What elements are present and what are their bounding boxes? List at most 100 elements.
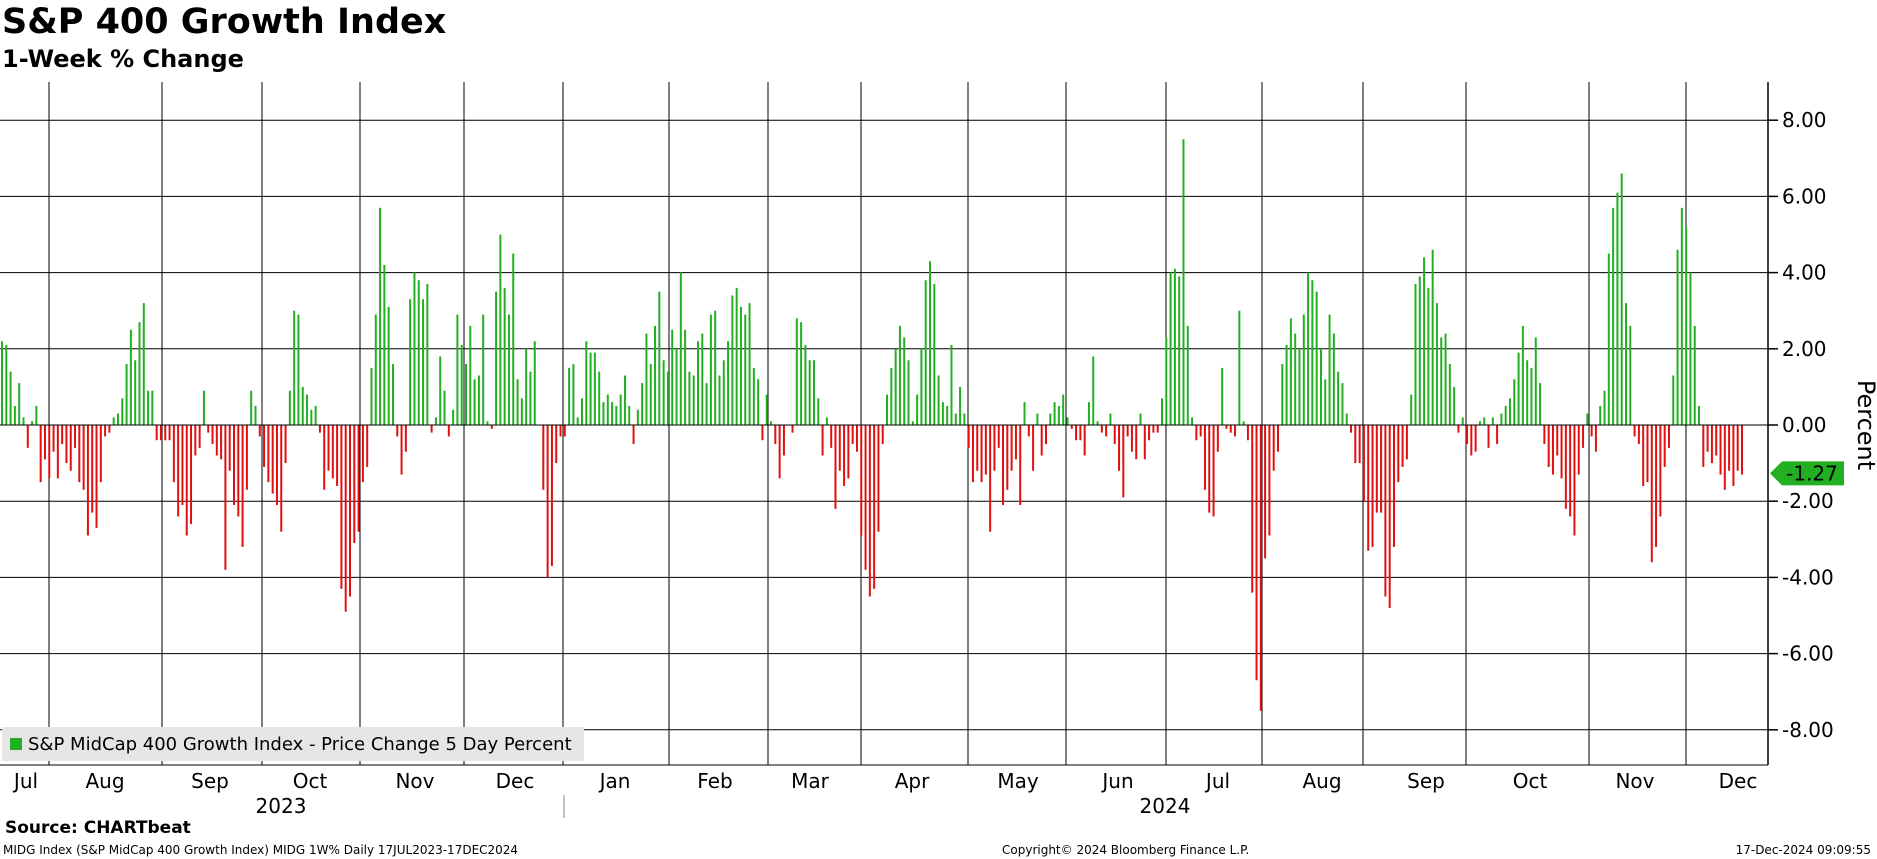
bar [215, 425, 218, 456]
bar [323, 425, 326, 490]
bar [91, 425, 94, 513]
bar [357, 425, 360, 532]
bar [1032, 425, 1035, 471]
bar [366, 425, 369, 467]
bar [1216, 425, 1219, 452]
bar [1478, 421, 1481, 425]
bar [1483, 417, 1486, 425]
bar [1319, 348, 1322, 425]
bar-series [1, 139, 1743, 711]
bar [13, 405, 16, 425]
bar [396, 425, 399, 437]
bar [1427, 287, 1430, 425]
bar [1650, 425, 1653, 563]
x-month-label: Sep [1407, 769, 1445, 793]
bar [1577, 425, 1580, 475]
bar [1706, 425, 1709, 452]
bar [1259, 425, 1262, 711]
bar [1698, 405, 1701, 425]
bar [1504, 405, 1507, 425]
bar [129, 329, 132, 425]
bar [293, 310, 296, 425]
bar [1332, 333, 1335, 425]
bar [1659, 425, 1662, 517]
bar [1272, 425, 1275, 471]
bar [159, 425, 162, 441]
bar [606, 394, 609, 425]
bar [1019, 425, 1022, 506]
bar [1564, 425, 1567, 509]
chart-subtitle: 1-Week % Change [2, 45, 244, 73]
bar [168, 425, 171, 441]
bar [1122, 425, 1125, 498]
bar [331, 425, 334, 479]
bar [937, 375, 940, 425]
bar [1728, 425, 1731, 471]
y-tick-label: -6.00 [1782, 642, 1834, 666]
bar [757, 379, 760, 425]
bar [1732, 425, 1735, 486]
bar [1027, 425, 1030, 437]
bar [99, 425, 102, 483]
bar [1371, 425, 1374, 547]
x-month-label: Jun [1100, 769, 1133, 793]
axes [0, 82, 1778, 818]
bar [1234, 425, 1237, 437]
bar [1607, 253, 1610, 425]
bar [1100, 425, 1103, 433]
bar [1672, 375, 1675, 425]
bar [1203, 425, 1206, 490]
bar [1586, 413, 1589, 425]
bar [1736, 425, 1739, 471]
bar [48, 425, 51, 479]
bar [1182, 139, 1185, 425]
bar [61, 425, 64, 445]
bar [1405, 425, 1408, 460]
bar [1367, 425, 1370, 551]
bar [1582, 425, 1585, 448]
bar [1221, 367, 1224, 425]
bar [929, 261, 931, 425]
bar [778, 425, 781, 479]
bar [1010, 425, 1013, 471]
bar [1289, 318, 1292, 425]
bar [495, 291, 498, 425]
bar [598, 371, 601, 425]
bar [1079, 425, 1082, 441]
bar [666, 371, 669, 425]
bar [1002, 425, 1005, 506]
bar [207, 425, 210, 433]
bar [469, 325, 472, 425]
x-month-label: Dec [1719, 769, 1758, 793]
bar [499, 234, 502, 425]
bar [1590, 425, 1593, 437]
bar [1384, 425, 1387, 597]
bar [877, 425, 880, 532]
bar [310, 409, 313, 425]
bar [941, 402, 944, 425]
x-month-label: Jul [12, 769, 38, 793]
bar [1161, 398, 1163, 425]
bar [447, 425, 450, 437]
bar [31, 421, 34, 425]
bar [1251, 425, 1254, 593]
bar [1023, 402, 1026, 425]
bar [911, 421, 914, 425]
bar [1315, 291, 1318, 425]
bar [843, 425, 846, 486]
bar [379, 207, 382, 425]
bar [43, 425, 46, 460]
bar [542, 425, 545, 490]
bar [1113, 425, 1116, 445]
bar [400, 425, 403, 475]
bar [1337, 371, 1340, 425]
bar [1461, 417, 1464, 425]
bar [477, 375, 480, 425]
bar [641, 383, 644, 425]
bar [1281, 364, 1284, 425]
bar [1599, 405, 1602, 425]
bar [1612, 207, 1615, 425]
bar [1057, 405, 1060, 425]
bar [765, 394, 768, 425]
bar [752, 367, 755, 425]
